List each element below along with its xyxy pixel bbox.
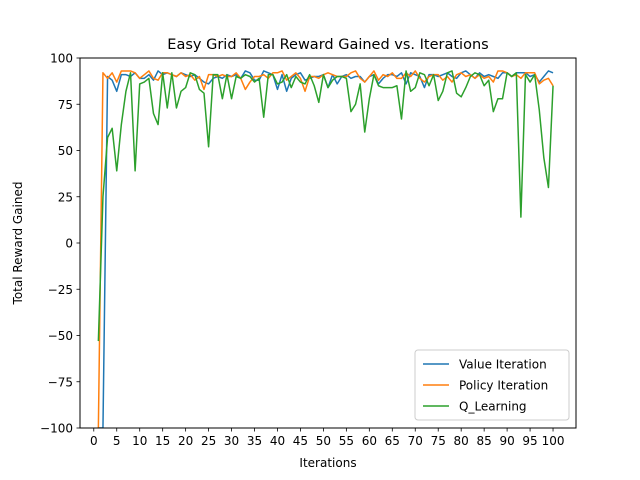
x-tick-label: 55: [339, 434, 354, 448]
y-tick-label: −100: [40, 422, 73, 436]
x-tick-label: 70: [408, 434, 423, 448]
x-tick-label: 0: [90, 434, 98, 448]
x-tick-label: 75: [431, 434, 446, 448]
x-axis: 0 5 10 15 20 25 30 35 40 45 50 55 60 65 70 75 80 85 90 95 10…: [90, 428, 565, 448]
y-tick-label: 100: [50, 52, 73, 66]
legend-label-policy-iteration: Policy Iteration: [459, 379, 548, 393]
x-tick-label: 95: [522, 434, 537, 448]
x-tick-label: 40: [270, 434, 285, 448]
y-axis-label: Total Reward Gained: [11, 182, 25, 306]
y-tick-label: −75: [48, 375, 73, 389]
x-tick-label: 85: [477, 434, 492, 448]
x-tick-label: 60: [362, 434, 377, 448]
x-tick-label: 15: [155, 434, 170, 448]
legend-label-value-iteration: Value Iteration: [459, 358, 547, 372]
series-layer: [97, 70, 554, 428]
x-tick-label: 65: [385, 434, 400, 448]
x-tick-label: 5: [113, 434, 121, 448]
x-tick-label: 100: [542, 434, 565, 448]
x-axis-label: Iterations: [299, 456, 356, 470]
series-line-policy-iteration: [97, 70, 554, 428]
x-tick-label: 35: [247, 434, 262, 448]
x-tick-label: 80: [454, 434, 469, 448]
x-tick-label: 20: [178, 434, 193, 448]
y-axis: 100 75 50 25 0 −25 −50 −75 −100: [40, 52, 80, 436]
x-tick-label: 10: [132, 434, 147, 448]
series-line-q-learning: [97, 70, 554, 342]
x-tick-label: 45: [293, 434, 308, 448]
y-tick-label: 0: [65, 237, 73, 251]
legend: Value Iteration Policy Iteration Q_Learnin…: [414, 349, 570, 421]
x-tick-label: 50: [316, 434, 331, 448]
legend-box: [414, 349, 570, 421]
x-tick-label: 30: [224, 434, 239, 448]
legend-label-q-learning: Q_Learning: [459, 400, 527, 414]
y-tick-label: −50: [48, 329, 73, 343]
y-tick-label: −25: [48, 283, 73, 297]
x-tick-label: 25: [201, 434, 216, 448]
y-tick-label: 75: [58, 98, 73, 112]
y-tick-label: 25: [58, 190, 73, 204]
x-tick-label: 90: [499, 434, 514, 448]
y-tick-label: 50: [58, 144, 73, 158]
chart-title: Easy Grid Total Reward Gained vs. Iterat…: [167, 37, 488, 53]
